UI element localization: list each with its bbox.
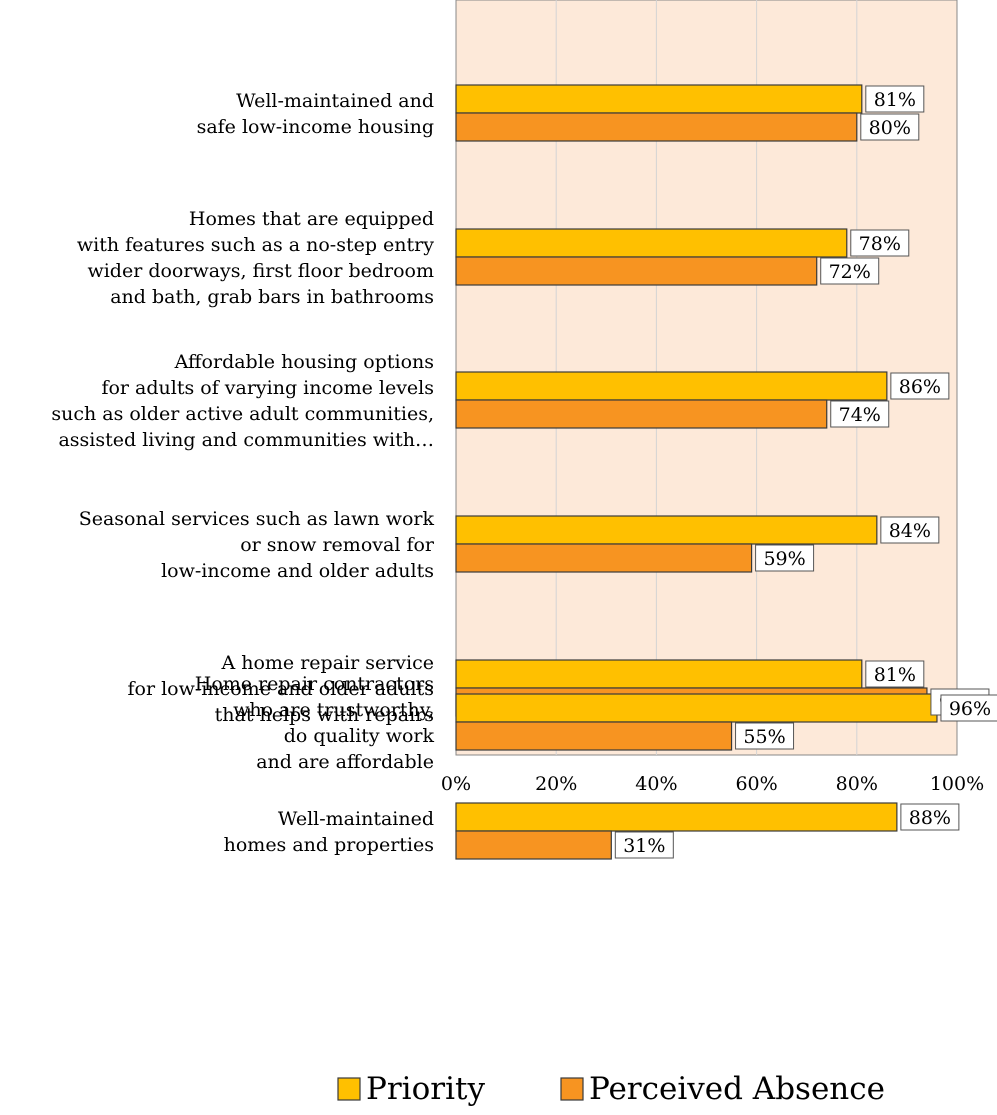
category-label: for adults of varying income levels bbox=[101, 377, 434, 399]
category-label: Well-maintained bbox=[278, 808, 434, 830]
category-label: such as older active adult communities, bbox=[51, 403, 434, 425]
category-label: Seasonal services such as lawn work bbox=[79, 508, 435, 530]
data-label: 96% bbox=[949, 698, 991, 720]
data-label: 78% bbox=[859, 233, 901, 255]
x-tick-label: 100% bbox=[930, 773, 984, 795]
category-label: or snow removal for bbox=[240, 534, 435, 556]
category-label: with features such as a no-step entry bbox=[77, 234, 434, 256]
x-tick-label: 60% bbox=[735, 773, 777, 795]
data-label-box bbox=[860, 113, 920, 141]
category-label: Homes that are equipped bbox=[189, 208, 434, 230]
data-label-box bbox=[900, 803, 960, 831]
x-tick-label: 0% bbox=[441, 773, 471, 795]
data-label-box bbox=[890, 372, 950, 400]
legend-swatch bbox=[560, 1077, 584, 1101]
data-label: 72% bbox=[829, 261, 871, 283]
data-label: 84% bbox=[889, 520, 931, 542]
legend: Priority Perceived Absence bbox=[337, 1071, 885, 1107]
data-label-box bbox=[755, 544, 815, 572]
data-label-box bbox=[850, 229, 910, 257]
category-label: who are trustworthy, bbox=[233, 699, 434, 721]
bar-perceived-absence bbox=[455, 399, 828, 429]
bar-priority bbox=[455, 659, 863, 689]
category-label: do quality work bbox=[284, 725, 435, 747]
data-labels: 81%80%78%72%86%74%84%59%81%94%88%31%96%5… bbox=[614, 85, 997, 859]
bar-priority bbox=[455, 228, 848, 258]
category-label: Home repair contractors bbox=[195, 673, 434, 695]
bar-priority bbox=[455, 693, 938, 723]
bar-perceived-absence bbox=[455, 256, 818, 286]
category-label: Well-maintained and bbox=[236, 90, 434, 112]
data-label-box bbox=[940, 694, 997, 722]
data-label: 31% bbox=[623, 835, 665, 857]
data-label: 59% bbox=[763, 548, 805, 570]
data-label: 74% bbox=[839, 404, 881, 426]
bar-perceived-absence bbox=[455, 830, 612, 860]
category-label: that helps with repairs bbox=[215, 704, 434, 726]
data-label-box bbox=[880, 516, 940, 544]
category-label: for low-income and older adults bbox=[128, 678, 435, 700]
data-label-box bbox=[735, 722, 795, 750]
legend-label: Perceived Absence bbox=[589, 1071, 885, 1107]
bar-priority bbox=[455, 802, 898, 832]
category-label: safe low-income housing bbox=[197, 116, 434, 138]
category-label: and bath, grab bars in bathrooms bbox=[110, 286, 434, 308]
x-tick-label: 80% bbox=[836, 773, 878, 795]
data-label: 80% bbox=[869, 117, 911, 139]
bars bbox=[455, 84, 938, 860]
data-label: 81% bbox=[874, 89, 916, 111]
category-label: and are affordable bbox=[256, 751, 434, 773]
category-label: low-income and older adults bbox=[161, 560, 434, 582]
data-label-box bbox=[830, 400, 890, 428]
bar-priority bbox=[455, 371, 888, 401]
bar-priority bbox=[455, 515, 878, 545]
x-tick-labels: 0% 20% 40% 60% 80% 100% bbox=[441, 773, 984, 795]
category-label: wider doorways, first floor bedroom bbox=[87, 260, 434, 282]
category-label: assisted living and communities with… bbox=[58, 429, 434, 451]
x-tick-label: 20% bbox=[535, 773, 577, 795]
x-tick-label: 40% bbox=[635, 773, 677, 795]
data-label: 55% bbox=[743, 726, 785, 748]
data-label-box bbox=[820, 257, 880, 285]
data-label-box bbox=[865, 660, 925, 688]
bar-perceived-absence bbox=[455, 543, 753, 573]
data-label: 86% bbox=[899, 376, 941, 398]
category-label: Affordable housing options bbox=[174, 351, 434, 373]
bar-perceived-absence bbox=[455, 112, 858, 142]
data-label-box bbox=[865, 85, 925, 113]
legend-label: Priority bbox=[366, 1071, 485, 1107]
data-label-box bbox=[614, 831, 674, 859]
category-labels: Well-maintained and safe low-income housi… bbox=[51, 90, 435, 856]
legend-swatch bbox=[337, 1077, 361, 1101]
data-label: 88% bbox=[909, 807, 951, 829]
bar-priority bbox=[455, 84, 863, 114]
category-label: A home repair service bbox=[220, 652, 434, 674]
bar-perceived-absence bbox=[455, 721, 733, 751]
data-label: 81% bbox=[874, 664, 916, 686]
category-label: homes and properties bbox=[224, 834, 434, 856]
